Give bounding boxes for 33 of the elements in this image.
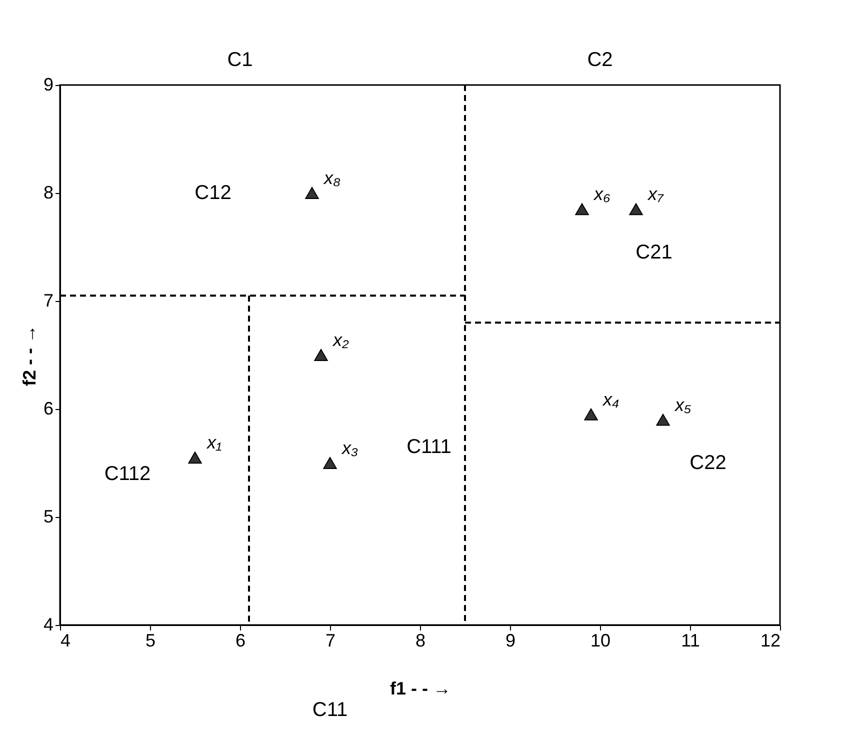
- text: C2: [587, 49, 613, 71]
- x-tick-label: 8: [415, 630, 426, 650]
- y-tick-label: 7: [43, 290, 54, 310]
- annotation: C111: [406, 436, 452, 458]
- annotation: x₈: [323, 168, 341, 188]
- y-tick-label: 5: [43, 506, 54, 526]
- y-tick-label: 8: [43, 182, 54, 202]
- annotation: x₇: [647, 184, 664, 204]
- y-axis-title: f2 - - →: [19, 325, 40, 386]
- annotation: C12: [194, 182, 232, 204]
- x-tick-label: 9: [505, 630, 516, 650]
- x-tick-label: 11: [681, 630, 700, 650]
- annotation: C22: [690, 452, 726, 474]
- annotation: x₃: [341, 438, 358, 458]
- text: C1: [227, 49, 253, 71]
- annotation: C112: [104, 462, 151, 485]
- annotation: x₆: [593, 184, 610, 204]
- annotation: x₅: [674, 394, 692, 415]
- annotation: x₂: [332, 330, 349, 350]
- text: C11: [312, 699, 348, 721]
- x-tick-label: 4: [60, 630, 71, 650]
- y-tick-label: 6: [43, 398, 54, 418]
- annotation: x₁: [206, 432, 222, 453]
- annotation: C21: [636, 241, 672, 264]
- x-tick-label: 12: [760, 630, 780, 650]
- x-tick-label: 10: [590, 630, 611, 650]
- annotation: x₄: [602, 389, 620, 410]
- x-axis-title: f1 - - →: [390, 678, 451, 698]
- y-tick-label: 9: [43, 74, 54, 94]
- y-tick-label: 4: [43, 614, 54, 634]
- x-tick-label: 5: [145, 630, 156, 650]
- x-tick-label: 7: [325, 630, 336, 650]
- x-tick-label: 6: [235, 630, 246, 650]
